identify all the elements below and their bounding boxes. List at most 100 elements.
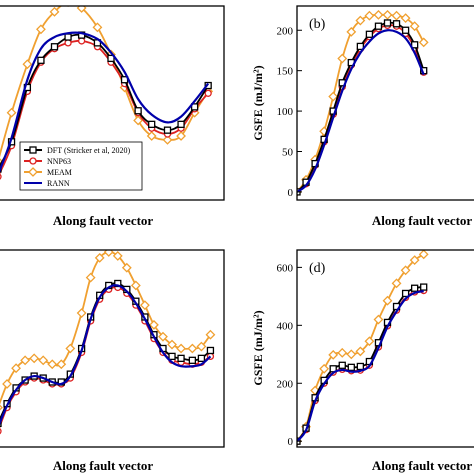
data-point-meam: [121, 262, 132, 273]
y-tick-label: 200: [277, 25, 294, 37]
data-point-dft: [134, 107, 142, 115]
series-group: [297, 9, 429, 197]
data-point-meam: [36, 24, 46, 35]
data-point-meam: [103, 250, 114, 257]
data-point-meam: [418, 37, 429, 48]
series-line-rann: [0, 31, 210, 173]
data-point-dft: [50, 43, 59, 51]
y-axis-label: GSFE (mJ/m²): [251, 310, 265, 385]
data-point-meam: [176, 343, 186, 354]
data-point-dft: [188, 356, 197, 364]
series-line-dft: [0, 282, 212, 422]
legend: DFT (Stricker et al, 2020) NNP63 MEAM RANN: [19, 141, 143, 191]
data-point-meam: [409, 21, 420, 32]
data-point-meam: [29, 353, 40, 364]
series-line-meam: [0, 251, 212, 405]
legend-entry-meam: MEAM: [47, 168, 72, 177]
data-point-nnp63: [0, 173, 2, 180]
data-point-meam: [20, 355, 31, 366]
data-point-dft: [204, 81, 212, 90]
series-line-rann: [297, 29, 425, 193]
data-point-meam: [56, 359, 67, 370]
data-point-meam: [176, 131, 186, 141]
x-axis-label: Along fault vector: [53, 213, 154, 228]
data-point-meam: [328, 91, 339, 102]
y-tick-label: 150: [277, 66, 294, 78]
data-point-meam: [22, 59, 33, 70]
data-point-dft: [177, 354, 185, 363]
data-point-meam: [373, 9, 384, 20]
data-point-meam: [382, 295, 393, 306]
data-point-nnp63: [64, 39, 72, 47]
data-point-meam: [146, 131, 157, 141]
data-point-meam: [158, 331, 168, 342]
data-point-nnp63: [77, 37, 86, 45]
panel-c: Along fault vector: [0, 249, 225, 473]
data-point-meam: [162, 134, 173, 145]
series-group: [297, 250, 429, 447]
data-point-dft: [190, 103, 199, 111]
data-point-meam: [364, 336, 375, 347]
data-point-meam: [76, 308, 87, 318]
panel-label: (d): [309, 261, 326, 276]
data-point-dft: [197, 354, 206, 363]
data-point-meam: [94, 252, 105, 263]
data-point-dft: [168, 352, 176, 361]
data-point-meam: [337, 53, 348, 64]
x-axis-label: Along fault vector: [53, 458, 154, 473]
data-point-meam: [47, 359, 58, 370]
data-point-dft: [420, 283, 428, 291]
data-point-meam: [409, 255, 420, 266]
data-point-dft: [401, 26, 410, 34]
data-point-meam: [337, 347, 348, 358]
y-tick-label: 100: [277, 106, 294, 118]
data-point-meam: [112, 250, 123, 261]
data-point-nnp63: [204, 89, 212, 97]
data-point-dft: [177, 120, 185, 128]
series-line-rann: [0, 284, 212, 426]
data-point-meam: [65, 343, 76, 354]
legend-marker-meam: [28, 167, 38, 177]
data-point-meam: [382, 9, 393, 20]
data-point-meam: [205, 329, 216, 340]
data-point-meam: [167, 339, 177, 350]
data-point-dft: [392, 20, 401, 28]
series-line-meam: [0, 6, 209, 158]
data-point-meam: [355, 15, 366, 26]
y-tick-label: 50: [282, 147, 294, 159]
data-point-dft: [356, 42, 365, 51]
data-point-meam: [400, 13, 411, 24]
data-point-meam: [2, 379, 12, 389]
data-point-meam: [373, 314, 384, 325]
axes-frame: [296, 5, 474, 201]
data-point-dft: [206, 346, 215, 355]
legend-entry-rann: RANN: [47, 179, 70, 188]
y-tick-label: 600: [277, 262, 294, 274]
axes-frame: [0, 5, 225, 201]
y-axis-label: GSFE (mJ/m²): [251, 65, 265, 140]
data-point-meam: [6, 107, 17, 118]
data-point-meam: [196, 341, 207, 352]
y-tick-label: 200: [277, 378, 294, 390]
data-point-meam: [400, 265, 411, 276]
data-point-meam: [139, 300, 150, 311]
data-point-meam: [49, 6, 60, 17]
data-point-meam: [85, 272, 96, 283]
data-point-dft: [37, 56, 45, 64]
series-group: [0, 250, 216, 435]
series-group: [0, 6, 214, 180]
data-point-dft: [356, 362, 365, 371]
x-axis-label: Along fault vector: [372, 458, 473, 473]
data-point-meam: [319, 363, 330, 374]
legend-entry-dft: DFT (Stricker et al, 2020): [47, 146, 131, 155]
data-point-meam: [364, 10, 375, 21]
y-tick-label: 0: [288, 436, 294, 448]
data-point-dft: [347, 363, 355, 371]
data-point-dft: [163, 126, 172, 134]
data-point-dft: [383, 19, 392, 27]
data-point-dft: [148, 120, 156, 128]
panel-label: (b): [309, 17, 326, 32]
data-point-dft: [107, 54, 115, 63]
data-point-dft: [410, 41, 419, 49]
